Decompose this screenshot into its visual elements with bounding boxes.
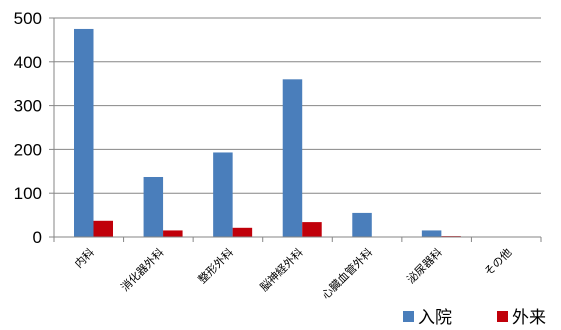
x-category-label: 整形外科 xyxy=(195,245,236,286)
y-tick-label: 500 xyxy=(14,9,42,28)
x-category-label: 脳神経外科 xyxy=(257,245,306,294)
x-category-label: その他 xyxy=(482,246,515,279)
legend-swatch xyxy=(497,311,508,322)
y-tick-label: 200 xyxy=(14,140,42,159)
legend-swatch xyxy=(403,311,414,322)
bar-series-2 xyxy=(163,230,183,237)
bar-series-1 xyxy=(282,79,303,237)
bar-series-1 xyxy=(421,230,442,237)
bar-series-1 xyxy=(74,28,94,238)
bar-series-2 xyxy=(232,227,253,237)
bar-series-1 xyxy=(143,176,164,237)
legend-label: 外来 xyxy=(512,308,546,328)
legend-label: 入院 xyxy=(418,308,452,328)
y-tick-label: 100 xyxy=(14,184,42,203)
y-tick-label: 400 xyxy=(14,53,42,72)
x-category-label: 消化器外科 xyxy=(118,245,167,294)
x-category-label: 内科 xyxy=(71,245,96,270)
bar-series-1 xyxy=(352,212,372,237)
y-tick-label: 300 xyxy=(14,97,42,116)
bar-series-1 xyxy=(213,152,233,237)
bar-series-2 xyxy=(93,220,113,237)
bar-series-2 xyxy=(302,222,322,237)
y-tick-label: 0 xyxy=(33,228,42,247)
x-category-label: 泌尿器科 xyxy=(404,245,445,286)
x-category-label: 心臓血管外科 xyxy=(319,245,376,302)
